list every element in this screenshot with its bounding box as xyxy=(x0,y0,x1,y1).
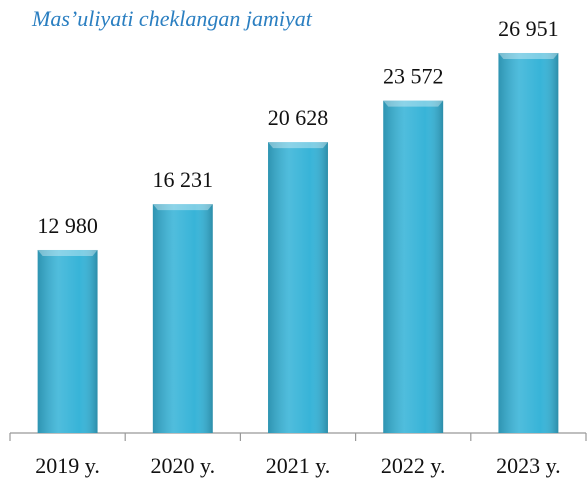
x-tick-label: 2019 y. xyxy=(35,453,100,478)
bar-bevel xyxy=(498,52,559,59)
bar-shade xyxy=(383,100,444,434)
bar-bevel xyxy=(152,204,213,211)
value-label: 20 628 xyxy=(268,105,329,130)
bar-bevel xyxy=(383,100,444,107)
bar-bevel xyxy=(268,142,328,149)
x-tick-label: 2021 y. xyxy=(266,453,331,478)
bar-bevel xyxy=(37,249,98,256)
value-label: 26 951 xyxy=(498,16,559,41)
bar-shade xyxy=(37,249,98,433)
bar-shade xyxy=(152,204,213,433)
value-label: 12 980 xyxy=(37,213,98,238)
x-tick-label: 2023 y. xyxy=(496,453,561,478)
bar-shade xyxy=(498,52,559,433)
value-label: 16 231 xyxy=(153,167,214,192)
x-tick-label: 2022 y. xyxy=(381,453,446,478)
chart-title: Mas’uliyati cheklangan jamiyat xyxy=(31,6,313,31)
bar-shade xyxy=(268,142,328,433)
value-label: 23 572 xyxy=(383,64,444,89)
x-tick-label: 2020 y. xyxy=(151,453,216,478)
